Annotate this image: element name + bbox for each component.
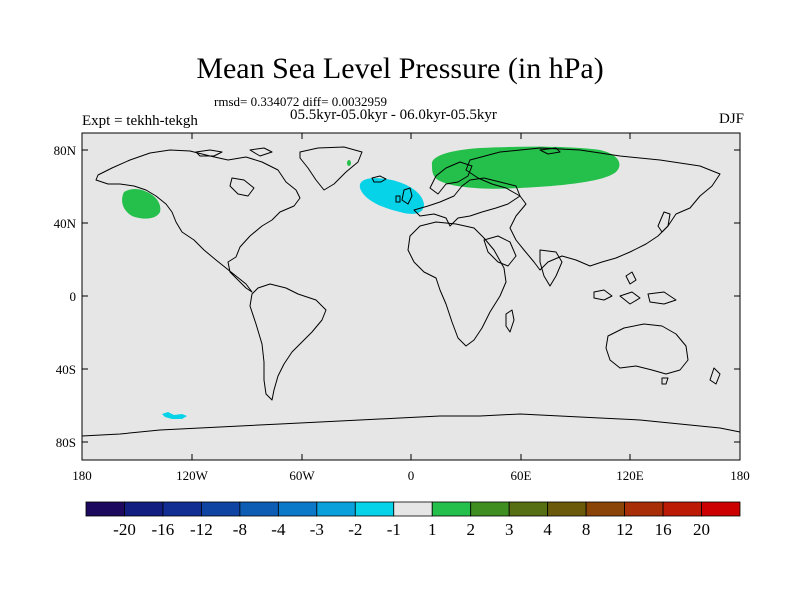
colorbar bbox=[85, 501, 741, 517]
colorbar-cell bbox=[701, 501, 741, 517]
colorbar-cell bbox=[393, 501, 433, 517]
lon-label-120w: 120W bbox=[176, 468, 208, 483]
colorbar-cell bbox=[239, 501, 279, 517]
colorbar-label: -2 bbox=[348, 520, 363, 539]
colorbar-label: 12 bbox=[616, 520, 634, 539]
colorbar-cell bbox=[470, 501, 510, 517]
colorbar-label: 2 bbox=[466, 520, 475, 539]
colorbar-label: -3 bbox=[309, 520, 324, 539]
lat-label-80n: 80N bbox=[53, 143, 76, 158]
period-text: 05.5kyr-05.0kyr - 06.0kyr-05.5kyr bbox=[290, 107, 497, 123]
page-title: Mean Sea Level Pressure (in hPa) bbox=[196, 52, 604, 85]
colorbar-label: -12 bbox=[190, 520, 213, 539]
anomaly-south-pacific bbox=[162, 412, 187, 419]
colorbar-label: -16 bbox=[151, 520, 175, 539]
lon-label-180e: 180 bbox=[730, 468, 750, 483]
experiment-label: Expt = tekhh-tekgh bbox=[82, 113, 198, 129]
colorbar-label: 8 bbox=[581, 520, 591, 539]
lon-label-120e: 120E bbox=[616, 468, 644, 483]
lon-label-60e: 60E bbox=[510, 468, 532, 483]
lon-label-0: 0 bbox=[407, 468, 415, 483]
coastlines bbox=[81, 146, 741, 437]
colorbar-label: -4 bbox=[271, 520, 286, 539]
lat-label-80s: 80S bbox=[55, 435, 76, 450]
colorbar-label: 1 bbox=[427, 520, 437, 539]
colorbar-cell bbox=[201, 501, 241, 517]
colorbar-label: 4 bbox=[543, 520, 552, 539]
colorbar-cell bbox=[585, 501, 625, 517]
colorbar-labels: -20 -16 -12 -8 -4 -3 -2 -1 1 2 3 4 8 12 16 20 bbox=[0, 520, 800, 540]
colorbar-label: -1 bbox=[386, 520, 401, 539]
season-label: DJF bbox=[718, 111, 744, 127]
colorbar-label: -8 bbox=[232, 520, 247, 539]
colorbar-cell bbox=[277, 501, 318, 517]
lat-label-40s: 40S bbox=[55, 362, 76, 377]
colorbar-label: 16 bbox=[654, 520, 672, 539]
colorbar-label: 20 bbox=[693, 520, 710, 539]
colorbar-cell bbox=[431, 501, 472, 517]
colorbar-cell bbox=[624, 501, 664, 517]
map-background bbox=[82, 133, 740, 460]
colorbar-cell bbox=[162, 501, 202, 517]
colorbar-cell bbox=[354, 501, 395, 517]
colorbar-cell bbox=[662, 501, 702, 517]
lon-label-60w: 60W bbox=[289, 468, 315, 483]
lat-label-40n: 40N bbox=[53, 216, 76, 231]
stats-text: rmsd= 0.334072 diff= 0.0032959 bbox=[214, 94, 387, 109]
colorbar-label: 3 bbox=[504, 520, 514, 539]
colorbar-label: -20 bbox=[113, 520, 136, 539]
anomaly-ne-pacific bbox=[122, 189, 161, 219]
colorbar-cell bbox=[85, 501, 125, 517]
lon-label-180w: 180 bbox=[72, 468, 92, 483]
colorbar-cell bbox=[124, 501, 164, 517]
axis-ticks bbox=[81, 133, 741, 460]
colorbar-cell bbox=[316, 501, 356, 517]
colorbar-cell bbox=[508, 501, 549, 517]
colorbar-cell bbox=[547, 501, 587, 517]
lat-label-0: 0 bbox=[69, 289, 77, 304]
anomaly-n-atlantic bbox=[359, 178, 424, 214]
anomaly-greenland-spot bbox=[347, 160, 351, 166]
